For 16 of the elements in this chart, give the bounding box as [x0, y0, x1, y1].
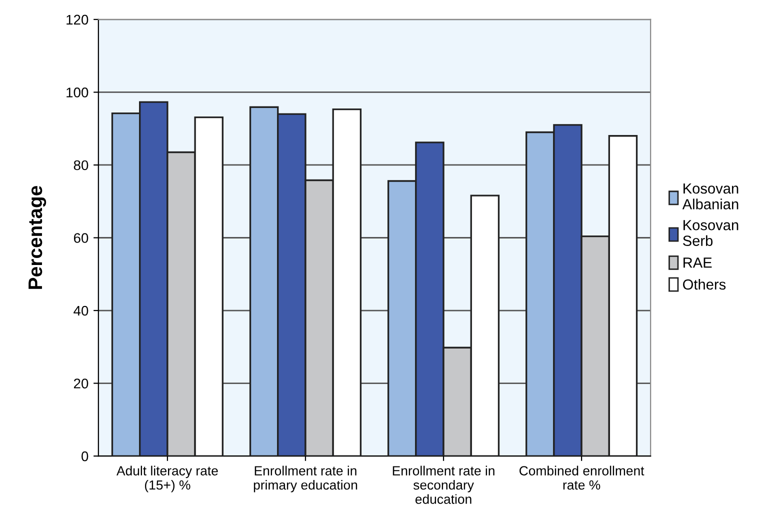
y-tick-label: 20 — [74, 378, 88, 388]
y-tick-label: 120 — [66, 14, 88, 25]
legend-label: Kosovan Albanian — [682, 184, 738, 210]
x-tick-label: Combined enrollment rate % — [520, 466, 644, 490]
x-tick-label: Enrollment rate in secondary education — [392, 466, 494, 504]
y-tick-label: 40 — [74, 306, 88, 316]
y-axis-title: Percentage — [28, 186, 46, 289]
legend-label: Kosovan Serb — [683, 220, 738, 246]
y-tick-label: 80 — [74, 160, 88, 170]
x-tick-label: Adult literacy rate (15+) % — [116, 466, 218, 492]
x-tick-label: Enrollment rate in primary education — [254, 466, 358, 492]
y-tick-label: 100 — [66, 88, 88, 98]
legend-label: RAE — [684, 258, 712, 268]
y-tick-label: 60 — [74, 233, 88, 243]
y-tick-label: 0 — [82, 451, 88, 462]
legend-label: Others — [683, 278, 726, 290]
